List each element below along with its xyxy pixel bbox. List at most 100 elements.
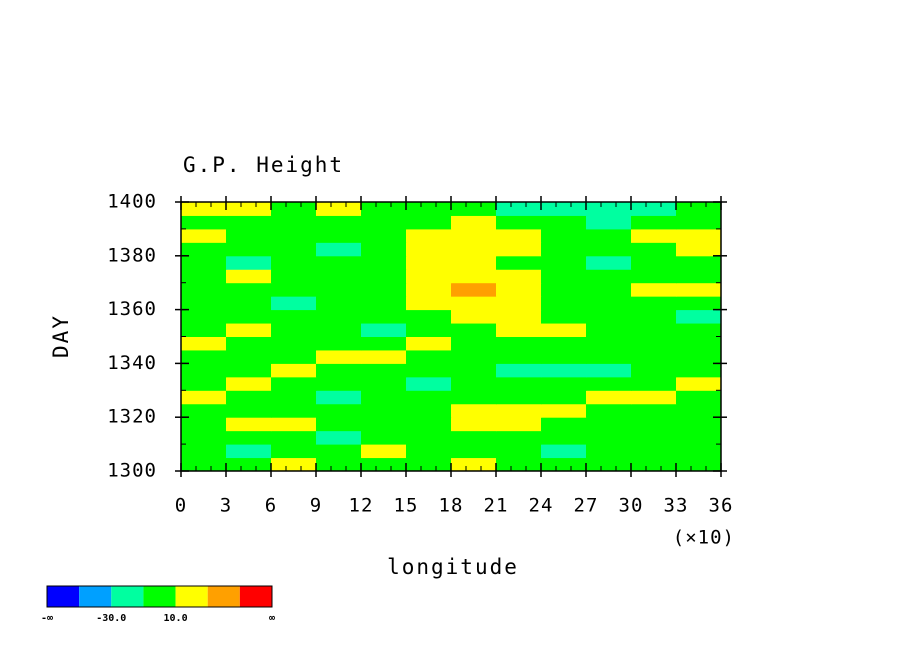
heat-cell [271, 296, 317, 311]
heat-cell [676, 336, 722, 351]
colorbar-swatch [239, 586, 272, 607]
y-tick-label: 1360 [107, 298, 157, 320]
heat-cell [406, 457, 452, 472]
heat-cell [181, 215, 227, 230]
heat-cell [361, 269, 407, 284]
heat-cell [406, 376, 452, 391]
heat-cell [631, 296, 677, 311]
heat-cell [406, 242, 452, 257]
heat-cell [181, 309, 227, 324]
heat-cell [586, 457, 632, 472]
heat-cell [271, 430, 317, 445]
heat-cell [361, 242, 407, 257]
heat-cell [631, 403, 677, 418]
heat-cell [316, 444, 362, 459]
colorbar-label: -∞ [41, 613, 53, 624]
x-tick-label: 6 [265, 495, 277, 517]
heat-cell [496, 457, 542, 472]
heat-cell [271, 403, 317, 418]
heat-cell [226, 215, 272, 230]
heat-cell [451, 282, 497, 297]
heat-cell [226, 202, 272, 216]
heat-cell [316, 282, 362, 297]
heat-cell [271, 309, 317, 324]
heat-cell [316, 269, 362, 284]
heat-cell [496, 242, 542, 257]
heat-cell [451, 309, 497, 324]
heat-cell [406, 202, 452, 216]
heat-cell [631, 457, 677, 472]
heat-cell [271, 457, 317, 472]
heat-cell [541, 296, 587, 311]
heat-cell [586, 323, 632, 337]
heat-cell [631, 430, 677, 445]
heat-cell [496, 390, 542, 405]
heat-cell [361, 376, 407, 391]
heat-cell [271, 215, 317, 230]
heat-cell [406, 336, 452, 351]
heat-cell [586, 242, 632, 257]
heat-cell [271, 255, 317, 270]
heat-cell [226, 363, 272, 378]
heat-cell [271, 376, 317, 391]
heat-cell [181, 242, 227, 257]
heat-cell [541, 444, 587, 459]
heat-cell [181, 282, 227, 297]
heat-cell [316, 228, 362, 243]
heat-cell [541, 282, 587, 297]
heat-cell [496, 215, 542, 230]
heat-cell [226, 269, 272, 284]
heat-cell [226, 228, 272, 243]
heat-cell [226, 296, 272, 311]
heat-cell [181, 363, 227, 378]
heat-cell [316, 202, 362, 216]
heat-cell [496, 255, 542, 270]
heat-cell [361, 349, 407, 364]
heat-cell [676, 457, 722, 472]
heat-cell [586, 390, 632, 405]
colorbar-label: 10.0 [164, 613, 188, 624]
heat-cell [181, 336, 227, 351]
heat-cell [226, 309, 272, 324]
heat-cell [586, 202, 632, 216]
heat-cell [676, 444, 722, 459]
heat-cell [451, 390, 497, 405]
heat-cell [586, 417, 632, 432]
heat-cell [586, 363, 632, 378]
heat-cell [181, 417, 227, 432]
colorbar-swatch [143, 586, 176, 607]
heat-cell [226, 457, 272, 472]
heat-cell [361, 323, 407, 337]
heat-cell [226, 444, 272, 459]
heat-cell [361, 430, 407, 445]
heat-cell [181, 457, 227, 472]
heat-cell [496, 296, 542, 311]
heat-cell [586, 403, 632, 418]
heat-cell [271, 323, 317, 337]
heat-cell [541, 349, 587, 364]
heat-cell [676, 296, 722, 311]
heat-cell [406, 390, 452, 405]
heat-cell [451, 202, 497, 216]
heat-cell [451, 376, 497, 391]
heat-cell [361, 444, 407, 459]
heat-cell [226, 323, 272, 337]
heat-cell [226, 336, 272, 351]
heat-cell [676, 403, 722, 418]
y-tick-label: 1340 [107, 352, 157, 374]
heat-cell [406, 363, 452, 378]
heat-cell [496, 403, 542, 418]
heat-cell [316, 255, 362, 270]
heat-cell [631, 376, 677, 391]
heat-cell [541, 390, 587, 405]
heat-cell [541, 403, 587, 418]
x-tick-label: 9 [310, 495, 322, 517]
heat-cell [451, 269, 497, 284]
heat-cell [496, 417, 542, 432]
heat-cell [361, 403, 407, 418]
heat-cell [451, 228, 497, 243]
colorbar-label: -30.0 [96, 613, 126, 624]
heat-cell [361, 282, 407, 297]
heat-cell [316, 403, 362, 418]
heat-cell [451, 349, 497, 364]
